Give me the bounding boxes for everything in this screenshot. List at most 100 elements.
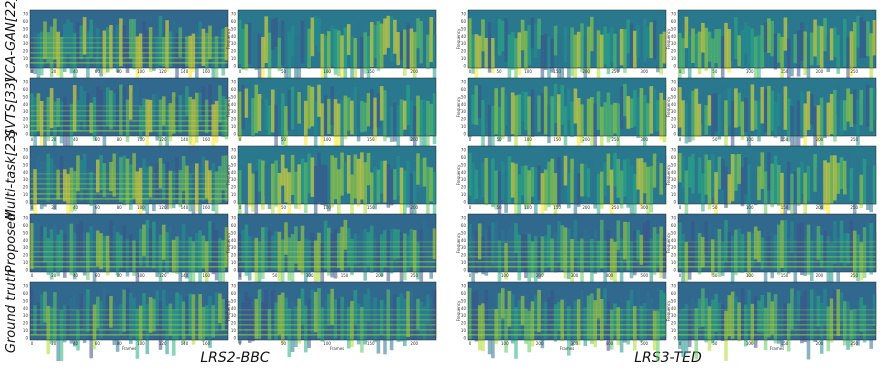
spectrogram-stripe bbox=[510, 32, 515, 71]
x-tick-label: 100 bbox=[746, 205, 754, 210]
spectrogram-stripe bbox=[66, 174, 70, 226]
spectrogram-stripe bbox=[109, 220, 113, 260]
harmonic-band bbox=[30, 125, 228, 127]
spectrogram-stripe bbox=[350, 301, 354, 347]
spectrogram-stripe bbox=[872, 293, 877, 326]
spectrogram-stripe bbox=[763, 307, 768, 351]
spectrogram-stripe bbox=[109, 90, 113, 130]
spectrogram-stripe bbox=[274, 231, 278, 271]
x-tick-label: 160 bbox=[202, 205, 210, 210]
spectrogram-stripe bbox=[603, 102, 607, 136]
spectrogram-stripe bbox=[816, 168, 821, 205]
spectrogram-stripe bbox=[86, 31, 90, 82]
spectrogram-stripe bbox=[290, 302, 295, 352]
spectrogram-stripe bbox=[145, 166, 150, 219]
spectrogram-stripe bbox=[379, 86, 384, 121]
spectrogram-stripe bbox=[416, 242, 420, 280]
spectrogram-stripe bbox=[422, 157, 427, 187]
spectrogram-stripe bbox=[168, 303, 173, 336]
spectrogram-stripe bbox=[168, 103, 173, 142]
spectrogram-stripe bbox=[737, 154, 741, 184]
spectrogram-stripe bbox=[481, 303, 485, 352]
spectrogram-stripe bbox=[826, 235, 831, 283]
spectrogram-stripe bbox=[734, 154, 738, 191]
x-tick-label: 200 bbox=[376, 273, 384, 278]
x-tick-label: 100 bbox=[137, 341, 145, 346]
spectrogram-stripe bbox=[593, 229, 597, 274]
spectrogram-stripe bbox=[33, 304, 37, 335]
spectrogram-stripe bbox=[484, 85, 489, 124]
spectrogram bbox=[467, 77, 667, 158]
spectrogram-stripe bbox=[350, 174, 354, 227]
spectrogram-stripe bbox=[132, 298, 136, 337]
x-tick-label: 80 bbox=[117, 137, 123, 142]
spectrogram bbox=[677, 213, 877, 292]
spectrogram-stripe bbox=[810, 32, 814, 66]
panel-frame bbox=[467, 145, 667, 205]
x-tick-label: 100 bbox=[323, 69, 331, 74]
spectrogram-stripe bbox=[491, 158, 495, 208]
spectrogram-stripe bbox=[102, 30, 107, 75]
spectrogram-stripe bbox=[119, 235, 123, 268]
spectrogram-stripe bbox=[656, 100, 660, 132]
spectrogram-stripe bbox=[109, 161, 113, 192]
harmonic-band bbox=[678, 314, 876, 316]
spectrogram-stripe bbox=[313, 291, 318, 333]
y-tick-label: 50 bbox=[671, 26, 677, 31]
panel-frame bbox=[29, 9, 229, 69]
spectrogram-stripe bbox=[859, 242, 864, 281]
spectrogram-stripe bbox=[852, 170, 857, 221]
spectrogram-stripe bbox=[327, 167, 331, 212]
spectrogram-stripe bbox=[833, 89, 837, 142]
spectrogram-stripe bbox=[403, 170, 407, 221]
spectrogram-stripe bbox=[862, 99, 867, 131]
spectrogram-stripe bbox=[547, 36, 551, 85]
x-tick-label: 150 bbox=[367, 69, 375, 74]
spectrogram-stripe bbox=[553, 83, 558, 123]
spectrogram-stripe bbox=[297, 241, 301, 271]
spectrogram-stripe bbox=[826, 162, 831, 215]
spectrogram-stripe bbox=[290, 86, 295, 130]
spectrogram-stripe bbox=[185, 296, 189, 334]
x-tick-label: 60 bbox=[95, 69, 101, 74]
spectrogram-stripe bbox=[366, 93, 371, 127]
spectrogram-stripe bbox=[596, 288, 601, 319]
spectrogram-stripe bbox=[619, 238, 624, 287]
y-tick-label: 20 bbox=[461, 321, 467, 326]
spectrogram-stripe bbox=[208, 170, 212, 204]
spectrogram-stripe bbox=[422, 20, 427, 65]
spectrogram-stripe bbox=[419, 158, 424, 188]
y-tick-label: 20 bbox=[671, 321, 677, 326]
harmonic-band bbox=[468, 309, 666, 311]
spectrogram-stripe bbox=[396, 296, 400, 343]
x-tick-label: 120 bbox=[159, 273, 167, 278]
spectrogram-stripe bbox=[783, 86, 788, 130]
spectrogram-stripe bbox=[642, 95, 647, 146]
spectrogram-stripe bbox=[310, 86, 315, 127]
spectrogram-stripe bbox=[704, 154, 708, 195]
x-tick-label: 150 bbox=[781, 341, 789, 346]
spectrogram-stripe bbox=[39, 160, 44, 210]
x-tick-label: 20 bbox=[51, 273, 57, 278]
spectrogram-stripe bbox=[534, 295, 538, 332]
spectrogram-stripe bbox=[849, 168, 854, 201]
spectrogram-stripe bbox=[96, 28, 100, 72]
spectrogram-stripe bbox=[353, 233, 358, 265]
spectrogram-stripe bbox=[777, 93, 781, 127]
spectrogram-stripe bbox=[846, 301, 850, 350]
spectrogram-stripe bbox=[69, 22, 74, 74]
x-tick-label: 0 bbox=[469, 341, 472, 346]
harmonic-band bbox=[238, 251, 436, 253]
spectrogram-stripe bbox=[320, 33, 325, 81]
spectrogram-stripe bbox=[165, 232, 169, 274]
spectrogram-stripe bbox=[63, 304, 67, 343]
spectrogram-stripe bbox=[165, 305, 169, 355]
spectrogram-stripe bbox=[767, 292, 771, 338]
spectrogram-stripe bbox=[353, 37, 358, 86]
spectrogram-stripe bbox=[839, 292, 844, 323]
spectrogram-stripe bbox=[780, 36, 784, 84]
spectrogram-stripe bbox=[92, 230, 97, 282]
harmonic-band bbox=[678, 256, 876, 258]
spectrogram-stripe bbox=[46, 305, 51, 355]
row-label: Ground truth bbox=[4, 269, 19, 353]
